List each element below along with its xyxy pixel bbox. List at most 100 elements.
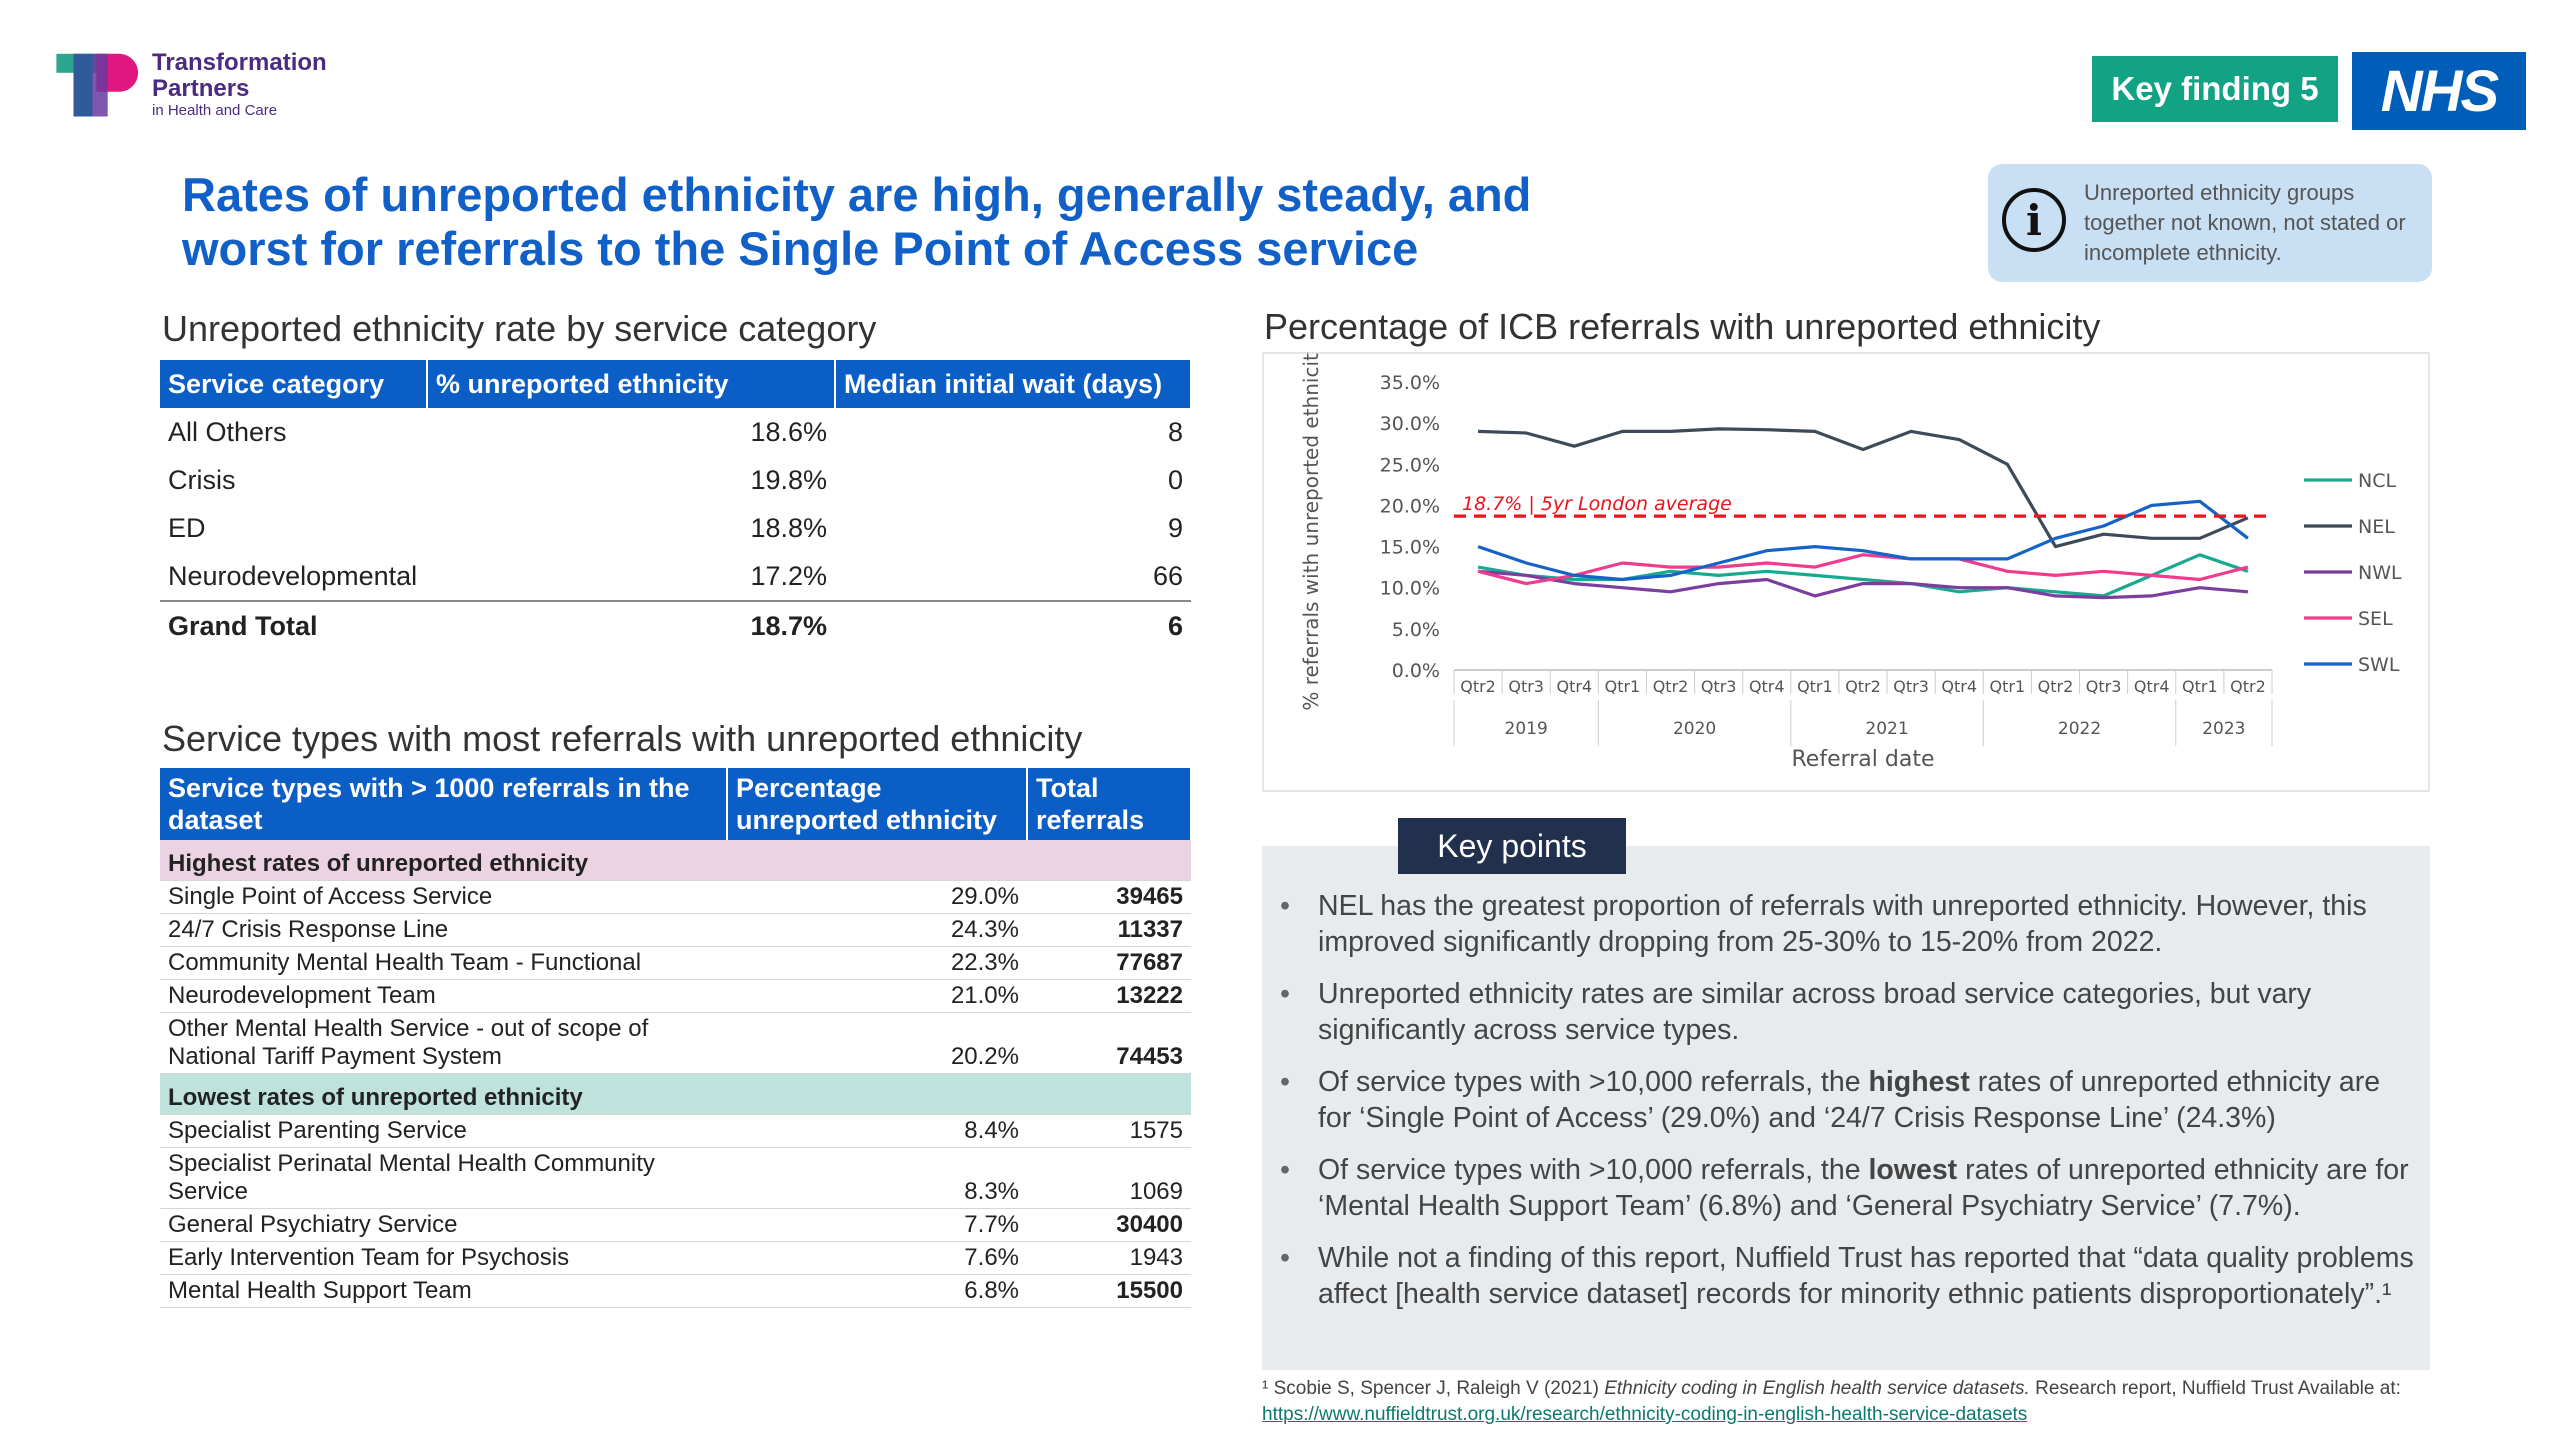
info-text: Unreported ethnicity groups together not… [2084, 180, 2406, 265]
footnote-end: Research report, Nuffield Trust Availabl… [2029, 1378, 2401, 1399]
reference-label: 18.7% | 5yr London average [1462, 493, 1732, 515]
percentage-cell: 8.4% [727, 1114, 1027, 1148]
wait-cell: 0 [1167, 464, 1183, 495]
logo-line2: Partners [152, 75, 250, 102]
logo-line3: in Health and Care [152, 102, 278, 119]
key-point-item: NEL has the greatest proportion of refer… [1276, 888, 2416, 960]
key-point-item: Unreported ethnicity rates are similar a… [1276, 976, 2416, 1048]
service-type-cell: Single Point of Access Service [160, 880, 727, 914]
service-type-cell: Specialist Perinatal Mental Health Commu… [160, 1147, 727, 1209]
x-tick-label: Qtr3 [2086, 677, 2122, 696]
service-category-cell: Grand Total [160, 600, 427, 650]
series-line-swl [1477, 499, 2249, 582]
legend-label-swl: SWL [2358, 654, 2400, 676]
col-pct-unreported: % unreported ethnicity [427, 360, 836, 408]
x-axis-title: Referral date [1791, 747, 1934, 772]
x-tick-label: Qtr2 [1460, 677, 1496, 696]
legend-label-nwl: NWL [2358, 562, 2402, 584]
pct-cell: 18.6% [750, 416, 827, 447]
x-tick-label: Qtr1 [2182, 677, 2218, 696]
key-points-list: NEL has the greatest proportion of refer… [1276, 888, 2416, 1328]
key-point-emphasis: highest [1868, 1066, 1970, 1098]
footnote-link[interactable]: https://www.nuffieldtrust.org.uk/researc… [1262, 1404, 2028, 1425]
year-label: 2021 [1865, 719, 1908, 739]
info-icon: i [2002, 188, 2066, 252]
x-tick-label: Qtr4 [1749, 677, 1785, 696]
table-row: Specialist Parenting Service 8.4% 1575 [160, 1114, 1191, 1148]
service-category-cell: Crisis [168, 464, 236, 495]
table-row: General Psychiatry Service 7.7% 30400 [160, 1208, 1191, 1242]
title-line1: Rates of unreported ethnicity are high, … [182, 168, 1532, 221]
x-tick-label: Qtr4 [2134, 677, 2170, 696]
col-total-referrals: Total referrals [1027, 768, 1192, 840]
logo-line1: Transformation [152, 49, 327, 76]
key-point-text: Of service types with >10,000 referrals,… [1318, 1066, 1869, 1098]
key-point-text: Of service types with >10,000 referrals,… [1318, 1154, 1869, 1186]
table-row: ED 18.8% 9 [160, 504, 1191, 552]
table-row: Single Point of Access Service 29.0% 39465 [160, 880, 1191, 914]
key-points-tab: Key points [1398, 818, 1626, 874]
service-types-table: Service types with > 1000 referrals in t… [160, 768, 1192, 1308]
total-referrals-cell: 15500 [1027, 1274, 1191, 1308]
y-tick-label: 10.0% [1380, 578, 1440, 600]
group-label: Highest rates of unreported ethnicity [160, 840, 1191, 881]
table2-heading: Service types with most referrals with u… [162, 718, 1083, 759]
group-header-row: Highest rates of unreported ethnicity [160, 840, 1191, 881]
x-tick-label: Qtr1 [1605, 677, 1641, 696]
percentage-cell: 24.3% [727, 913, 1027, 947]
group-label: Lowest rates of unreported ethnicity [160, 1073, 1191, 1115]
pct-cell: 18.8% [750, 512, 827, 543]
pct-cell: 17.2% [750, 560, 827, 591]
transformation-partners-logo [56, 53, 139, 117]
service-type-cell: Community Mental Health Team - Functiona… [160, 946, 727, 980]
service-type-cell: 24/7 Crisis Response Line [160, 913, 727, 947]
service-category-cell: All Others [168, 416, 287, 447]
percentage-cell: 7.7% [727, 1208, 1027, 1242]
chart-heading: Percentage of ICB referrals with unrepor… [1264, 306, 2101, 347]
chart-frame [1262, 352, 2430, 792]
percentage-cell: 22.3% [727, 946, 1027, 980]
table-row: Mental Health Support Team 6.8% 15500 [160, 1274, 1191, 1308]
table-row: Neurodevelopment Team 21.0% 13222 [160, 979, 1191, 1013]
service-type-cell: Mental Health Support Team [160, 1274, 727, 1308]
service-category-cell: Neurodevelopmental [168, 560, 418, 591]
wait-cell: 66 [1152, 560, 1183, 591]
x-tick-label: Qtr2 [1845, 677, 1881, 696]
total-referrals-cell: 77687 [1027, 946, 1191, 980]
key-point-emphasis: lowest [1868, 1154, 1958, 1186]
group-header-row: Lowest rates of unreported ethnicity [160, 1073, 1191, 1115]
wait-cell: 9 [1167, 512, 1183, 543]
x-tick-label: Qtr4 [1941, 677, 1977, 696]
total-referrals-cell: 1575 [1027, 1114, 1191, 1148]
legend-label-nel: NEL [2358, 516, 2395, 538]
footnote: ¹ Scobie S, Spencer J, Raleigh V (2021) … [1262, 1376, 2442, 1428]
table-row: All Others 18.6% 8 [160, 408, 1191, 456]
x-tick-label: Qtr2 [2038, 677, 2074, 696]
nhs-logo: NHS [2352, 52, 2526, 130]
wait-cell: 8 [1167, 416, 1183, 447]
year-label: 2023 [2202, 719, 2245, 739]
table-row: Community Mental Health Team - Functiona… [160, 946, 1191, 980]
series-line-nwl [1477, 569, 2249, 600]
y-tick-label: 0.0% [1392, 660, 1440, 682]
service-type-cell: Other Mental Health Service - out of sco… [160, 1012, 727, 1074]
wait-cell: 6 [835, 600, 1191, 650]
key-point-item: Of service types with >10,000 referrals,… [1276, 1064, 2416, 1136]
x-tick-label: Qtr3 [1701, 677, 1737, 696]
y-tick-label: 15.0% [1380, 537, 1440, 559]
x-tick-label: Qtr3 [1508, 677, 1544, 696]
total-referrals-cell: 74453 [1027, 1012, 1191, 1074]
total-referrals-cell: 1069 [1027, 1147, 1191, 1209]
percentage-cell: 21.0% [727, 979, 1027, 1013]
service-type-cell: Specialist Parenting Service [160, 1114, 727, 1148]
x-tick-label: Qtr1 [1797, 677, 1833, 696]
service-category-table: Service category % unreported ethnicity … [160, 360, 1192, 650]
key-point-text-end: rates of unreported ethnicity are for ‘S… [1318, 1066, 2381, 1134]
x-tick-label: Qtr2 [2230, 677, 2266, 696]
total-referrals-cell: 11337 [1027, 913, 1191, 947]
x-tick-label: Qtr4 [1556, 677, 1592, 696]
year-label: 2019 [1505, 719, 1548, 739]
year-label: 2020 [1673, 719, 1716, 739]
table-row: Specialist Perinatal Mental Health Commu… [160, 1147, 1191, 1209]
footnote-start: ¹ Scobie S, Spencer J, Raleigh V (2021) [1262, 1378, 1605, 1399]
